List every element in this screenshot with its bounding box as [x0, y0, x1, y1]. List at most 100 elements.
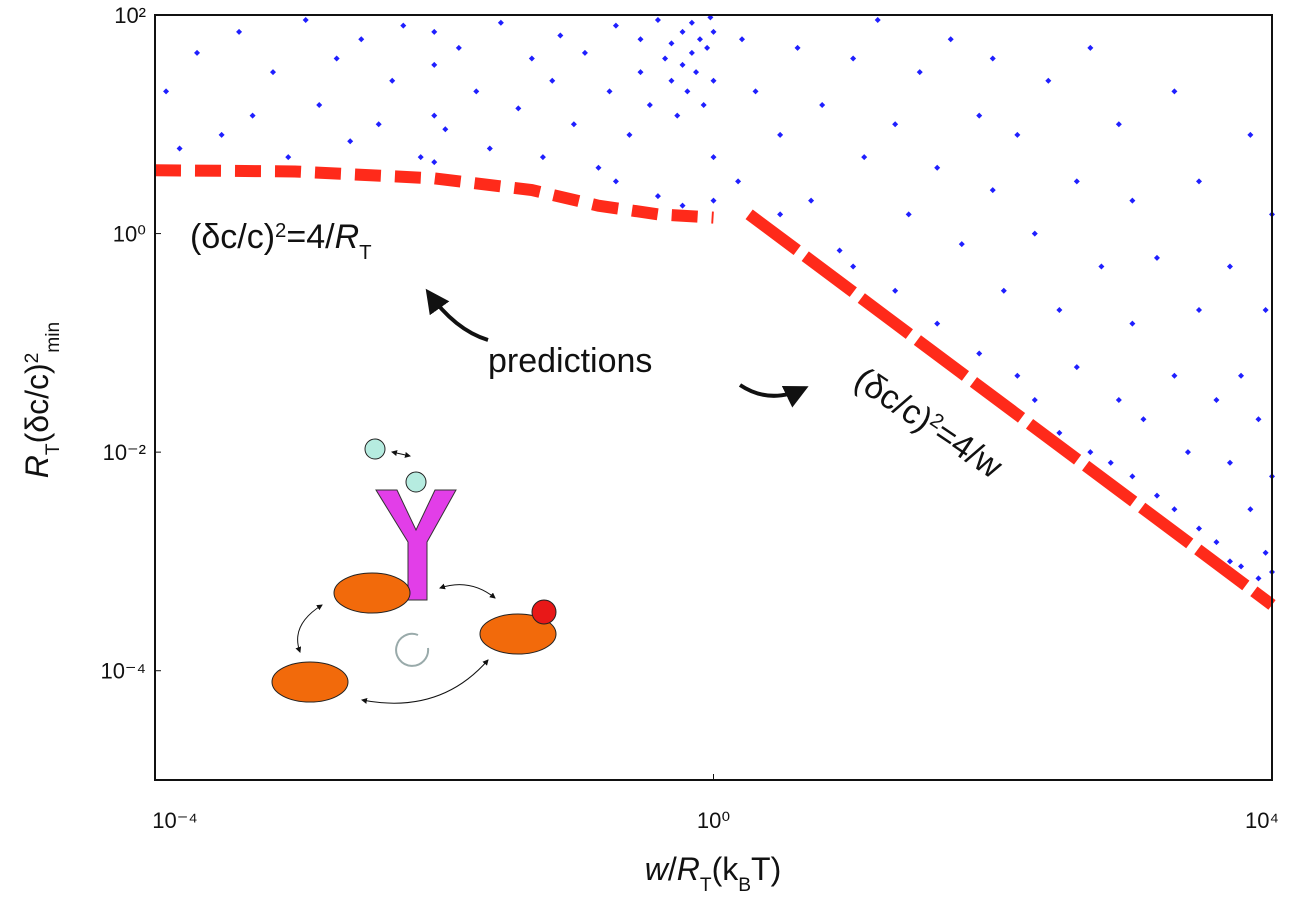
point: [1195, 525, 1202, 532]
point: [662, 55, 669, 62]
enzyme: [271, 661, 349, 703]
y-axis-label: RT(δc/c)2min: [19, 322, 64, 478]
point: [710, 154, 717, 161]
point: [1129, 320, 1136, 327]
text-part: =4/: [286, 218, 335, 256]
annotation: (δc/c)2=4/RT: [190, 218, 372, 264]
point: [431, 28, 438, 35]
point: [892, 121, 899, 128]
axes-frame: [154, 14, 1273, 781]
y-tick-label: 10⁻²: [103, 440, 146, 465]
point: [1255, 416, 1262, 423]
point: [1115, 397, 1122, 404]
point: [710, 28, 717, 35]
point: [1171, 88, 1178, 95]
point: [1087, 449, 1094, 456]
point: [1255, 575, 1262, 582]
point: [646, 102, 653, 109]
point: [1087, 44, 1094, 51]
point: [333, 55, 340, 62]
text-part: B: [738, 875, 751, 896]
phosphate: [531, 599, 557, 625]
point: [668, 77, 675, 84]
point: [176, 145, 183, 152]
point: [1073, 178, 1080, 185]
point: [1247, 506, 1254, 513]
point: [431, 159, 438, 166]
point: [679, 28, 686, 35]
enzyme: [333, 572, 411, 614]
y-tick-label: 10²: [114, 3, 146, 28]
point: [1014, 372, 1021, 379]
point: [285, 154, 292, 161]
point: [679, 61, 686, 68]
point: [688, 49, 695, 56]
point: [1115, 121, 1122, 128]
point: [1184, 449, 1191, 456]
x-tick-label: 10⁴: [1245, 808, 1279, 833]
text-part: (δc/c): [190, 218, 275, 256]
prediction-line: [154, 164, 714, 224]
point: [1226, 558, 1233, 565]
point: [693, 69, 700, 76]
point: [606, 88, 613, 95]
point: [1098, 263, 1105, 270]
text-part: R: [677, 851, 700, 887]
point: [389, 77, 396, 84]
point: [958, 241, 965, 248]
text-part: predictions: [488, 342, 652, 380]
point: [934, 164, 941, 171]
point: [486, 145, 493, 152]
point: [1262, 306, 1269, 313]
point: [1000, 287, 1007, 294]
y-tick-label: 10⁰: [113, 222, 146, 247]
point: [417, 154, 424, 161]
arrow: [391, 450, 411, 458]
text-part: 2: [22, 353, 43, 364]
point: [777, 131, 784, 138]
point: [710, 77, 717, 84]
point: [455, 44, 462, 51]
point: [1056, 306, 1063, 313]
point: [674, 112, 681, 119]
cycle-arrow: [395, 632, 430, 667]
point: [700, 102, 707, 109]
point: [874, 17, 881, 24]
text-part: /: [668, 851, 677, 887]
point: [710, 197, 717, 204]
point: [1153, 254, 1160, 261]
point: [976, 350, 983, 357]
point: [947, 36, 954, 43]
point: [637, 36, 644, 43]
text-part: T): [751, 851, 781, 887]
point: [612, 22, 619, 29]
point: [1140, 416, 1147, 423]
annotation: (δc/c)2=4/w: [848, 360, 1010, 486]
point: [850, 55, 857, 62]
arrow: [295, 604, 323, 653]
point: [442, 126, 449, 133]
point: [794, 44, 801, 51]
point: [557, 32, 564, 39]
point: [637, 69, 644, 76]
point: [836, 247, 843, 254]
labels: 10⁻⁴ 10⁰ 10⁴10⁻⁴10⁻²10⁰10²w/RT(kBT)RT(δc/c…: [19, 3, 1279, 896]
point: [236, 28, 243, 35]
text-part: (δc/c): [19, 363, 55, 443]
point: [1153, 492, 1160, 499]
annotation: predictions: [488, 342, 652, 380]
point: [1014, 131, 1021, 138]
point: [1031, 397, 1038, 404]
point: [1213, 397, 1220, 404]
point: [528, 55, 535, 62]
point: [989, 187, 996, 194]
point: [684, 88, 691, 95]
point: [735, 178, 742, 185]
arrow: [361, 659, 489, 704]
text-part: T: [43, 443, 64, 455]
point: [400, 22, 407, 29]
point: [1195, 178, 1202, 185]
point: [819, 102, 826, 109]
